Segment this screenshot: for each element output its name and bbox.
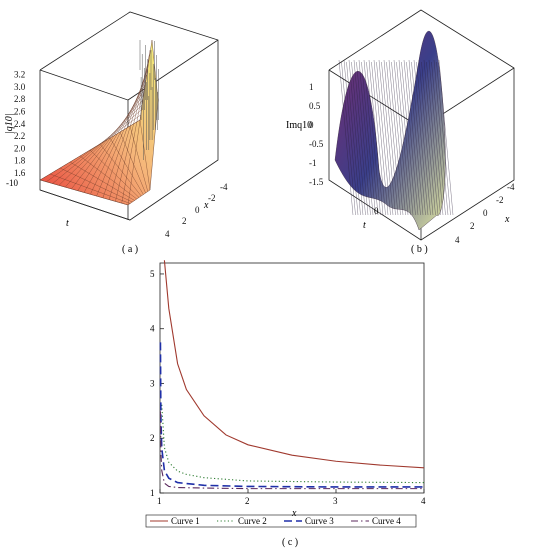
x-tick-label-a: 2	[182, 216, 187, 226]
x-tick-label-a: 4	[165, 229, 170, 239]
surface-mesh-b	[338, 59, 454, 216]
z-axis-ticks-b: 1 0.5 0 -0.5 -1 -1.5	[309, 82, 324, 187]
z-tick-label-a: 3.2	[14, 70, 25, 80]
x-axis-label-c: x	[291, 508, 297, 519]
z-tick-label-a: 2.0	[14, 143, 26, 153]
z-axis-ticks-a: 1.6 1.8 2.0 2.2 2.4 2.6 2.8 3.0 3.2	[14, 70, 26, 178]
y-tick-label: 5	[150, 269, 155, 279]
t-axis-label-b: t	[363, 220, 366, 231]
z-tick-label-b: 0	[309, 120, 314, 130]
surface-spikes-a	[139, 40, 159, 160]
z-tick-label-b: -1	[309, 158, 317, 168]
z-tick-label-b: 1	[309, 82, 314, 92]
series-line-1	[163, 260, 425, 469]
panel-label-c: ( c )	[282, 537, 298, 548]
panel-a: 1.6 1.8 2.0 2.2 2.4 2.6 2.8 3.0 3.2 |q10| -4 -2 0 2…	[0, 0, 269, 262]
x-tick-label-a: -4	[220, 182, 228, 192]
surface-plot-a: 1.6 1.8 2.0 2.2 2.4 2.6 2.8 3.0 3.2 |q10| -4 -2 02…	[4, 11, 228, 255]
x-tick-label: 1	[157, 496, 162, 506]
y-tick-label: 4	[150, 324, 155, 334]
surface-mesh-a	[39, 49, 151, 206]
x-tick-label: 3	[333, 496, 338, 506]
surface-b	[334, 31, 446, 231]
y-tick-label: 3	[150, 378, 155, 388]
x-axis-label-b: x	[504, 214, 510, 225]
x-axis-ticks-b: -4-2 024	[455, 182, 515, 245]
x-tick-label: 2	[245, 496, 250, 506]
series-line-2	[161, 404, 425, 484]
z-tick-label-a: 2.4	[14, 119, 26, 129]
x-tick-label-b: -4	[507, 182, 515, 192]
legend-label-3: Curve 3	[305, 516, 334, 526]
z-tick-label-a: 3.0	[14, 82, 26, 92]
z-tick-label-a: 1.6	[14, 168, 26, 178]
x-tick-label-a: 0	[195, 205, 200, 215]
t-axis-label-a: t	[66, 218, 69, 229]
z-tick-label-b: 0.5	[309, 101, 321, 111]
z-tick-label-b: -0.5	[309, 139, 324, 149]
t-axis-tick-a: -10	[6, 178, 18, 188]
axes-c: 1 2 3 4 1 2 3 4 5	[150, 262, 426, 506]
x-tick-label-b: -2	[496, 195, 504, 205]
legend-c: Curve 1 Curve 2 Curve 3 Curve 4	[145, 514, 417, 528]
x-tick-label-b: 0	[483, 208, 488, 218]
x-axis-ticks-a: -4 -2 02 4	[165, 182, 228, 239]
panel-label-a: ( a )	[122, 244, 138, 255]
z-tick-label-a: 2.6	[14, 107, 26, 117]
t-axis-tick-b: 0	[374, 206, 379, 216]
z-tick-label-a: 2.8	[14, 94, 26, 104]
series-line-4	[159, 411, 424, 490]
z-tick-label-b: -1.5	[309, 177, 324, 187]
legend-label-2: Curve 2	[238, 516, 267, 526]
series-group-c	[159, 260, 425, 490]
x-axis-label-a: x	[203, 200, 209, 211]
z-axis-label-a: |q10|	[4, 114, 15, 135]
legend-box	[145, 514, 417, 528]
series-line-3	[159, 342, 424, 488]
x-tick-label-b: 2	[470, 221, 475, 231]
z-tick-label-a: 2.2	[14, 131, 25, 141]
z-tick-label-a: 1.8	[14, 156, 26, 166]
panel-c: 1 2 3 4 1 2 3 4 5 x Curve 1 Curve 2 Curve 3 Curve 4…	[120, 255, 438, 550]
panel-label-b: ( b )	[411, 244, 428, 255]
y-tick-label: 2	[150, 433, 155, 443]
x-tick-label-b: 4	[455, 235, 460, 245]
legend-label-4: Curve 4	[372, 516, 401, 526]
legend-label-1: Curve 1	[171, 516, 200, 526]
plot-frame	[159, 262, 425, 494]
z-axis-label-b: Imq10	[286, 120, 312, 131]
y-tick-label: 1	[150, 488, 155, 498]
panel-b: 1 0.5 0 -0.5 -1 -1.5 Imq10 -4 -2 0 2 4 x t 0 ( b …	[269, 0, 538, 262]
x-tick-label-a: -2	[208, 193, 216, 203]
line-chart-c: 1 2 3 4 1 2 3 4 5 x Curve 1 Curve 2 Curve 3 Curve 4…	[145, 260, 426, 548]
x-tick-label: 4	[421, 496, 426, 506]
